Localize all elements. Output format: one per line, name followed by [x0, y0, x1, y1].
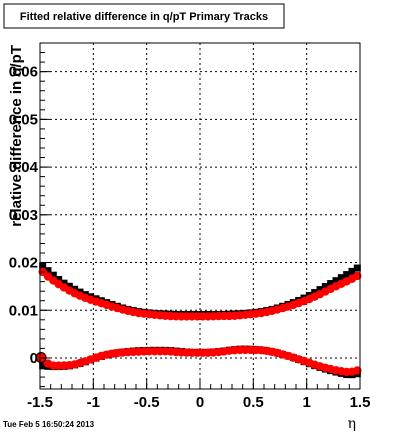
- data-point: [337, 274, 345, 282]
- x-tick-label: 1: [302, 394, 310, 411]
- y-tick-label: 0: [30, 350, 38, 367]
- data-point: [343, 271, 351, 279]
- y-tick-label: 0.03: [9, 207, 38, 224]
- data-point: [44, 267, 52, 275]
- x-tick-label: -1.5: [27, 394, 53, 411]
- grid-lines: [40, 43, 360, 389]
- axis-ticks: [39, 52, 361, 389]
- data-point: [65, 282, 73, 290]
- data-point: [353, 366, 362, 375]
- data-point: [55, 275, 63, 283]
- chart-title: Fitted relative difference in q/pT Prima…: [20, 11, 268, 23]
- y-tick-label: 0.01: [9, 302, 38, 319]
- y-tick-labels: 0 0.01 0.02 0.03 0.04 0.05 0.06: [9, 64, 39, 367]
- series-red-lower: [35, 345, 362, 377]
- series-red-upper: [38, 267, 362, 321]
- title-frame: [3, 3, 285, 29]
- data-point: [327, 280, 335, 288]
- data-point: [60, 279, 68, 287]
- x-tick-label: 0.5: [243, 394, 264, 411]
- data-point: [39, 362, 47, 370]
- y-tick-label: 0.06: [9, 64, 38, 81]
- x-tick-label: 0: [196, 394, 204, 411]
- data-point: [353, 271, 362, 281]
- data-point: [353, 264, 361, 272]
- data-points: [35, 262, 362, 379]
- data-point: [332, 277, 340, 285]
- x-axis-title: η: [348, 416, 356, 432]
- data-point: [316, 286, 324, 294]
- title-box: Fitted relative difference in q/pT Prima…: [3, 3, 285, 29]
- data-point: [321, 283, 329, 291]
- y-tick-label: 0.04: [9, 159, 39, 176]
- y-tick-label: 0.05: [9, 111, 38, 128]
- x-tick-labels: -1.5 -1 -0.5 0 0.5 1 1.5: [27, 394, 370, 411]
- x-tick-label: -1: [87, 394, 100, 411]
- data-point: [39, 262, 47, 270]
- y-tick-label: 0.02: [9, 255, 38, 272]
- timestamp: Tue Feb 5 16:50:24 2013: [3, 420, 95, 429]
- x-tick-label: 1.5: [350, 394, 371, 411]
- x-tick-label: -0.5: [134, 394, 160, 411]
- y-axis-title: relative difference in q/pT: [8, 45, 25, 227]
- data-point: [348, 267, 356, 275]
- data-point: [49, 271, 57, 279]
